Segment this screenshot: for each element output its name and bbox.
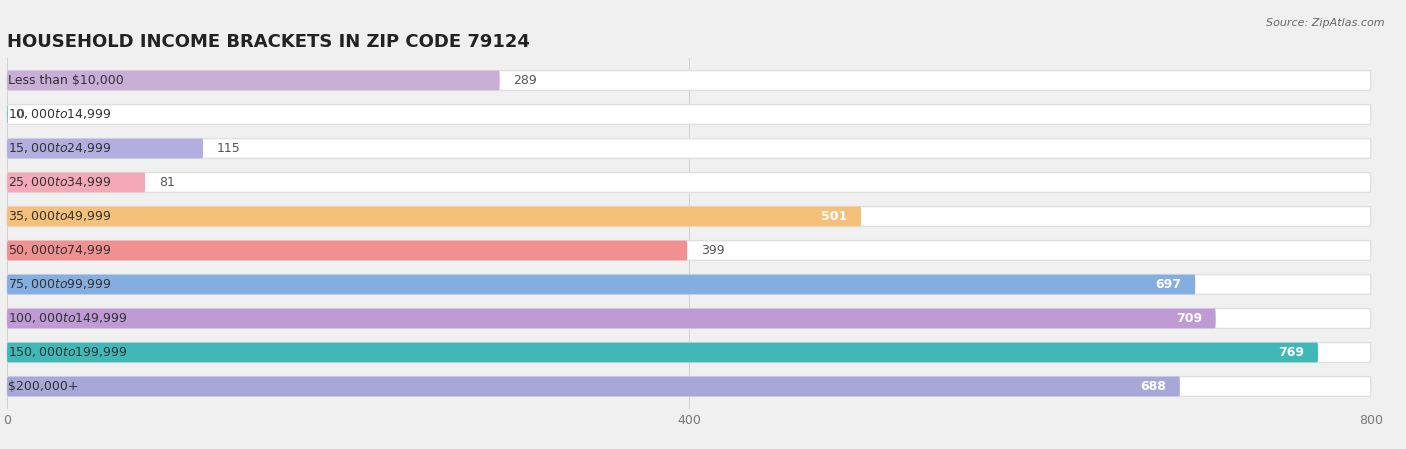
FancyBboxPatch shape xyxy=(7,241,688,260)
Text: $200,000+: $200,000+ xyxy=(8,380,79,393)
FancyBboxPatch shape xyxy=(7,343,1371,362)
Text: 115: 115 xyxy=(217,142,240,155)
FancyBboxPatch shape xyxy=(7,308,1216,328)
FancyBboxPatch shape xyxy=(7,70,499,90)
Text: HOUSEHOLD INCOME BRACKETS IN ZIP CODE 79124: HOUSEHOLD INCOME BRACKETS IN ZIP CODE 79… xyxy=(7,33,530,51)
Text: 0: 0 xyxy=(17,108,24,121)
FancyBboxPatch shape xyxy=(7,241,1371,260)
FancyBboxPatch shape xyxy=(7,172,1371,192)
Text: $150,000 to $199,999: $150,000 to $199,999 xyxy=(8,345,128,360)
Text: 501: 501 xyxy=(821,210,848,223)
Text: 697: 697 xyxy=(1156,278,1181,291)
FancyBboxPatch shape xyxy=(7,172,145,192)
Text: 769: 769 xyxy=(1278,346,1305,359)
Text: $100,000 to $149,999: $100,000 to $149,999 xyxy=(8,312,128,326)
Text: 709: 709 xyxy=(1175,312,1202,325)
FancyBboxPatch shape xyxy=(7,308,1371,328)
Text: $35,000 to $49,999: $35,000 to $49,999 xyxy=(8,210,111,224)
Text: Source: ZipAtlas.com: Source: ZipAtlas.com xyxy=(1267,18,1385,28)
FancyBboxPatch shape xyxy=(7,139,1371,158)
FancyBboxPatch shape xyxy=(7,377,1180,396)
FancyBboxPatch shape xyxy=(7,139,202,158)
FancyBboxPatch shape xyxy=(7,275,1195,295)
FancyBboxPatch shape xyxy=(7,70,1371,90)
Text: $15,000 to $24,999: $15,000 to $24,999 xyxy=(8,141,111,155)
FancyBboxPatch shape xyxy=(7,207,860,226)
Text: Less than $10,000: Less than $10,000 xyxy=(8,74,124,87)
FancyBboxPatch shape xyxy=(7,343,1317,362)
Text: $25,000 to $34,999: $25,000 to $34,999 xyxy=(8,176,111,189)
Text: 81: 81 xyxy=(159,176,174,189)
Text: $75,000 to $99,999: $75,000 to $99,999 xyxy=(8,277,111,291)
Text: 289: 289 xyxy=(513,74,537,87)
FancyBboxPatch shape xyxy=(7,377,1371,396)
Text: $10,000 to $14,999: $10,000 to $14,999 xyxy=(8,107,111,122)
Text: 688: 688 xyxy=(1140,380,1166,393)
Text: 399: 399 xyxy=(700,244,724,257)
FancyBboxPatch shape xyxy=(7,105,1371,124)
FancyBboxPatch shape xyxy=(7,207,1371,226)
FancyBboxPatch shape xyxy=(7,275,1371,295)
Text: $50,000 to $74,999: $50,000 to $74,999 xyxy=(8,243,111,257)
